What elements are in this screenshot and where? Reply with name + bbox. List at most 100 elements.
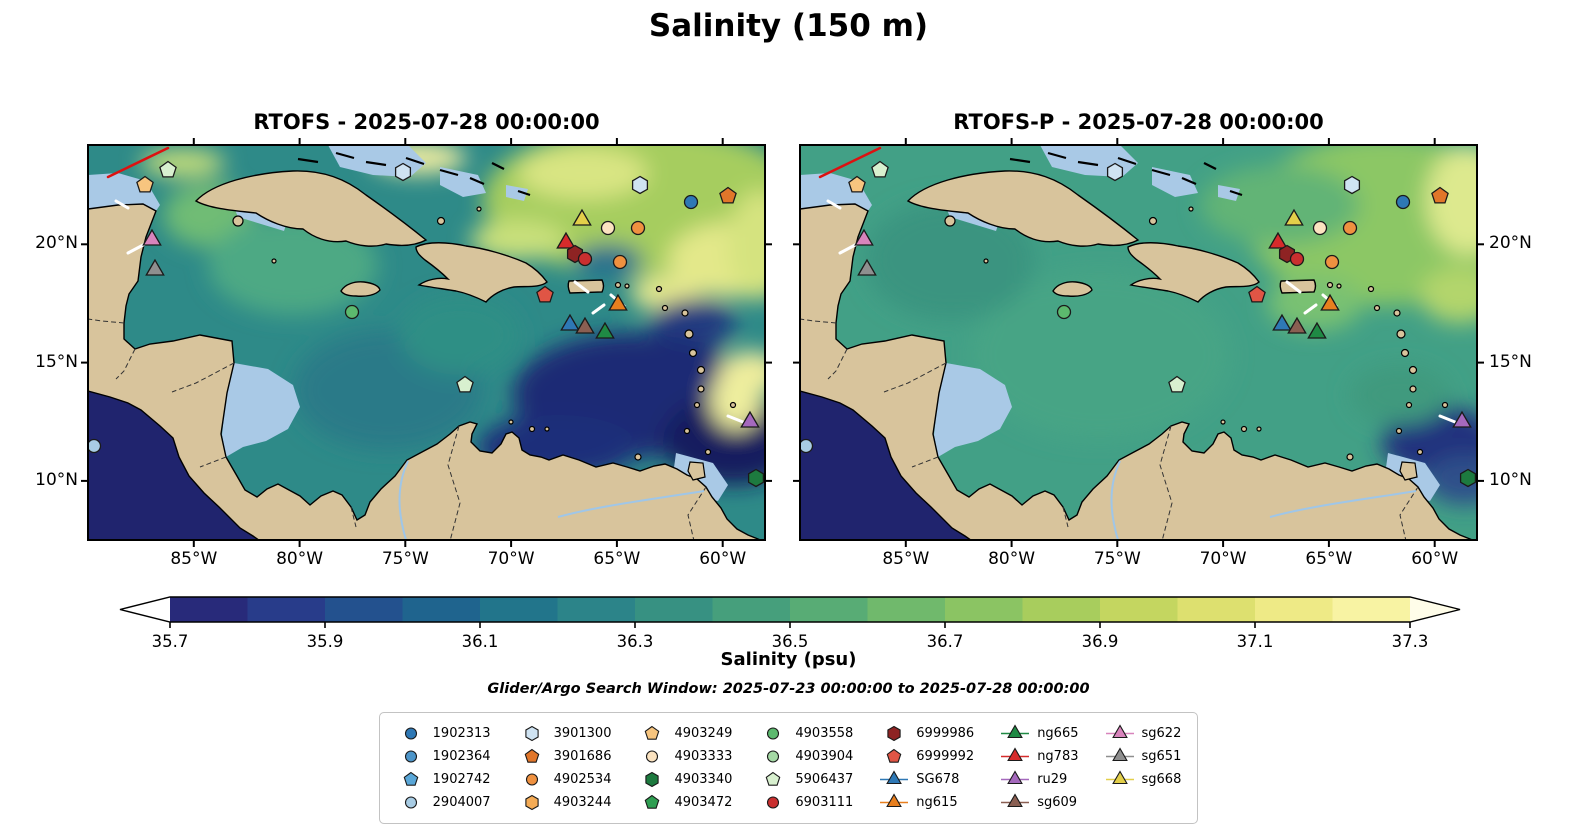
colorbar-segment [1255, 597, 1334, 622]
lon-tick-label: 75°W [1093, 549, 1141, 569]
marker-6903111 [1289, 251, 1305, 267]
map-frame [87, 144, 766, 541]
glider-track [1303, 303, 1318, 315]
legend-item-ng665: ng665 [1000, 722, 1079, 745]
legend-label: 1902742 [432, 772, 491, 787]
legend-item-sg668: sg668 [1105, 768, 1181, 791]
legend-item-5906437: 5906437 [758, 768, 853, 791]
triangle-marker-icon [1001, 747, 1030, 762]
legend-label: 4903472 [674, 795, 733, 810]
marker-3901300 [1343, 175, 1361, 195]
glider-track [1285, 280, 1302, 294]
triangle-marker-icon [1001, 793, 1030, 808]
lat-tick-label: 15°N [1489, 351, 1532, 372]
legend-label: ru29 [1037, 772, 1068, 787]
colorbar-segment [402, 597, 481, 622]
marker-6999992 [536, 285, 554, 303]
colorbar-segment [170, 597, 249, 622]
glider-track [826, 199, 842, 210]
lon-tick-label: 80°W [276, 549, 324, 569]
legend-label: 4903249 [674, 726, 733, 741]
marker-5906437 [1168, 375, 1186, 393]
hexagon-marker-icon [887, 725, 901, 742]
glider-track [114, 199, 130, 210]
triangle-marker-icon [880, 793, 909, 808]
marker-ng615 [1320, 293, 1340, 311]
glider-track [1438, 414, 1457, 424]
legend-item-3901300: 3901300 [517, 722, 611, 745]
marker-ru29 [740, 410, 760, 428]
marker-4903249 [848, 175, 866, 193]
legend-item-6903111: 6903111 [758, 791, 853, 814]
legend-label: ng665 [1037, 726, 1079, 741]
marker-SG678 [560, 313, 580, 331]
triangle-marker-icon [880, 770, 909, 785]
marker-4902534 [612, 254, 628, 270]
legend-item-ng783: ng783 [1000, 745, 1079, 768]
marker-sg609 [575, 316, 595, 334]
marker-ng665 [595, 321, 615, 339]
lat-tick-label: 10°N [35, 469, 78, 490]
colorbar-tick-label: 36.3 [616, 632, 654, 651]
legend-item-ng615: ng615 [879, 791, 974, 814]
colorbar-segment [635, 597, 714, 622]
lat-tick-label: 20°N [35, 233, 78, 254]
legend-label: 4903333 [674, 749, 733, 764]
legend-item-4903558: 4903558 [758, 722, 853, 745]
hexagon-marker-icon [645, 771, 660, 788]
marker-ng615 [608, 293, 628, 311]
legend-item-4903249: 4903249 [637, 722, 732, 745]
marker-5906437 [159, 160, 177, 178]
legend-label: 1902313 [432, 726, 491, 741]
glider-track [126, 242, 147, 255]
legend-label: ng615 [916, 795, 958, 810]
colorbar-segment [325, 597, 404, 622]
colorbar-segment [790, 597, 869, 622]
marker-sg609 [1287, 316, 1307, 334]
marker-ng783 [556, 231, 576, 249]
triangle-marker-icon [1105, 770, 1134, 785]
lat-tick-label: 10°N [1489, 469, 1532, 490]
lon-tick-label: 60°W [1411, 549, 1459, 569]
lon-tick-label: 65°W [593, 549, 641, 569]
panel-title-rtofs: RTOFS - 2025-07-28 00:00:00 [253, 110, 600, 134]
marker-5906437 [456, 375, 474, 393]
colorbar-segment [557, 597, 636, 622]
marker-4902534 [1342, 220, 1358, 236]
legend-label: sg622 [1141, 726, 1182, 741]
lon-tick-label: 75°W [381, 549, 429, 569]
colorbar-tick-label: 35.7 [151, 632, 189, 651]
legend-item-4903340: 4903340 [637, 768, 732, 791]
legend-label: 2904007 [432, 795, 491, 810]
marker-4903558 [1056, 304, 1072, 320]
axis-ticks [793, 138, 1484, 547]
colorbar-tick-label: 35.9 [306, 632, 344, 651]
legend-item-2904007: 2904007 [396, 791, 491, 814]
marker-ng783 [1268, 231, 1288, 249]
marker-sg651 [145, 258, 165, 276]
colorbar-label: Salinity (psu) [720, 649, 857, 670]
lon-tick-label: 65°W [1305, 549, 1353, 569]
marker-sg668 [1284, 208, 1304, 226]
lon-tick-label: 60°W [699, 549, 747, 569]
pentagon-marker-icon [645, 725, 660, 740]
marker-2904007 [88, 438, 102, 454]
lon-tick-label: 85°W [170, 549, 218, 569]
glider-track [838, 242, 859, 255]
marker-sg668 [572, 208, 592, 226]
hexagon-marker-icon [524, 725, 539, 742]
colorbar-under-arrow [120, 597, 170, 622]
legend-label: sg609 [1037, 795, 1078, 810]
legend-item-1902313: 1902313 [396, 722, 491, 745]
colorbar-segment [712, 597, 791, 622]
legend-label: 4903244 [553, 795, 612, 810]
legend-item-3901686: 3901686 [517, 745, 611, 768]
legend-grid: 1902313 1902364 1902742 2904007 3901300 39016… [396, 722, 1182, 814]
legend-item-4903244: 4903244 [517, 791, 612, 814]
marker-3901300 [631, 175, 649, 195]
glider-track [726, 414, 745, 424]
legend-item-6999986: 6999986 [879, 722, 974, 745]
marker-6999992 [1248, 285, 1266, 303]
colorbar-tick-label: 36.1 [461, 632, 499, 651]
marker-4903340 [747, 468, 765, 488]
